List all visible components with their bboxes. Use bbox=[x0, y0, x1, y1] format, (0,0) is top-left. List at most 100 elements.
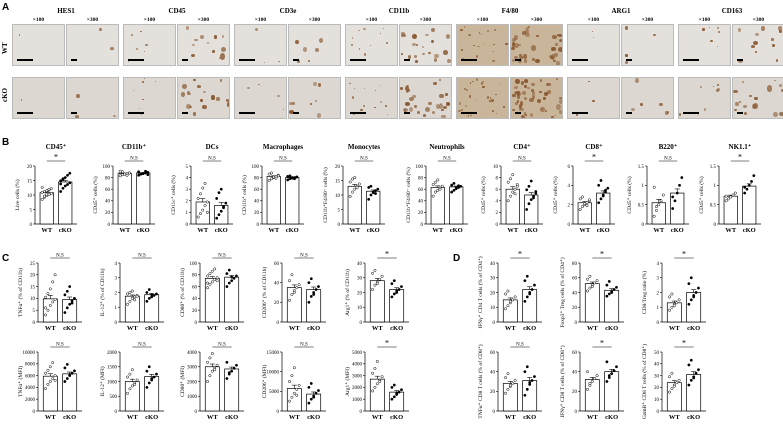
ihc-stain-spot bbox=[318, 83, 322, 88]
y-axis-label: CD45⁺ cells (%) bbox=[698, 176, 705, 213]
y-tick-label: 6 bbox=[568, 165, 571, 170]
bar bbox=[204, 277, 220, 323]
data-point bbox=[652, 214, 656, 218]
ihc-stain-spot bbox=[358, 48, 360, 50]
ihc-stain-spot bbox=[555, 78, 558, 80]
ihc-image-tile bbox=[732, 24, 783, 66]
y-tick-label: 80 bbox=[572, 262, 578, 267]
ihc-stain-spot bbox=[710, 40, 713, 43]
ihc-stain-spot bbox=[186, 26, 189, 30]
ihc-stain-spot bbox=[193, 38, 198, 42]
bar bbox=[584, 379, 600, 412]
data-point bbox=[597, 183, 601, 187]
y-tick-label: 10 bbox=[335, 194, 341, 199]
ihc-stain-spot bbox=[519, 56, 523, 59]
panel-label-c: C bbox=[2, 253, 10, 264]
ihc-stain-spot bbox=[130, 33, 133, 36]
ihc-stain-spot bbox=[529, 113, 533, 118]
data-point bbox=[312, 293, 316, 296]
y-tick-label: 1 bbox=[714, 184, 717, 189]
scale-bar bbox=[515, 59, 521, 61]
data-point bbox=[155, 292, 158, 296]
data-point bbox=[731, 193, 735, 197]
ihc-stain-spot bbox=[558, 38, 562, 43]
ihc-stain-spot bbox=[432, 111, 436, 115]
data-point bbox=[145, 369, 149, 373]
ihc-stain-spot bbox=[360, 108, 363, 112]
y-tick-label: 10 bbox=[654, 398, 660, 403]
bar bbox=[62, 373, 78, 412]
ihc-stain-spot bbox=[781, 89, 783, 92]
data-point bbox=[504, 391, 507, 395]
ihc-image-tile bbox=[12, 77, 65, 119]
y-tick-label: 0 bbox=[421, 223, 424, 228]
y-tick-label: 4 bbox=[115, 262, 118, 267]
significance-label: N.S bbox=[443, 157, 451, 162]
data-point bbox=[612, 288, 616, 291]
y-tick-label: 20 bbox=[274, 301, 280, 306]
x-tick-label: cKO bbox=[605, 414, 618, 421]
data-point bbox=[199, 212, 202, 216]
data-point bbox=[692, 376, 696, 380]
ihc-stain-spot bbox=[559, 96, 562, 100]
significance-label: N.S bbox=[516, 343, 524, 348]
data-point bbox=[118, 174, 122, 178]
ihc-stain-spot bbox=[546, 82, 551, 86]
data-point bbox=[400, 388, 403, 392]
significance-label: N.S bbox=[56, 343, 64, 348]
ihc-stain-spot bbox=[520, 115, 526, 118]
ihc-stain-spot bbox=[247, 87, 250, 90]
data-point bbox=[290, 374, 294, 378]
ihc-stain-spot bbox=[527, 86, 530, 89]
significance-label: * bbox=[385, 339, 389, 348]
data-point bbox=[513, 379, 517, 382]
ihc-stain-spot bbox=[531, 82, 535, 86]
y-tick-label: 60 bbox=[490, 351, 496, 356]
scale-bar bbox=[515, 112, 521, 114]
x-tick-label: WT bbox=[41, 227, 53, 234]
ihc-stain-spot bbox=[625, 61, 629, 64]
data-point bbox=[390, 295, 394, 299]
ihc-stain-spot bbox=[427, 51, 432, 55]
ihc-stain-spot bbox=[401, 33, 407, 38]
y-tick-label: 4 bbox=[496, 200, 499, 205]
data-point bbox=[593, 281, 597, 285]
scale-bar bbox=[626, 112, 632, 114]
significance-label: N.S bbox=[300, 254, 308, 259]
ihc-stain-spot bbox=[536, 99, 541, 103]
y-tick-label: 20 bbox=[490, 291, 496, 296]
significance-label: * bbox=[738, 153, 742, 162]
data-point bbox=[128, 372, 132, 376]
ihc-stain-spot bbox=[441, 108, 444, 111]
data-point bbox=[290, 395, 294, 399]
ihc-stain-spot bbox=[226, 102, 229, 107]
data-point bbox=[146, 173, 150, 177]
ihc-stain-spot bbox=[773, 79, 776, 82]
ihc-image-tile bbox=[288, 24, 341, 66]
data-point bbox=[675, 301, 679, 305]
data-point bbox=[585, 201, 589, 205]
ihc-stain-spot bbox=[76, 93, 80, 99]
ihc-stain-spot bbox=[539, 79, 543, 82]
data-point bbox=[44, 295, 47, 299]
ihc-stain-spot bbox=[591, 30, 594, 32]
ihc-stain-spot bbox=[318, 37, 323, 43]
y-tick-label: 1 bbox=[115, 306, 118, 311]
ihc-stain-spot bbox=[289, 101, 293, 105]
ihc-stain-spot bbox=[351, 37, 353, 39]
ihc-stain-spot bbox=[489, 96, 491, 99]
ihc-stain-spot bbox=[522, 54, 527, 59]
ihc-stain-spot bbox=[302, 47, 307, 53]
data-point bbox=[607, 279, 611, 283]
data-point bbox=[657, 203, 661, 207]
y-tick-label: 1 bbox=[657, 306, 660, 311]
ihc-stain-spot bbox=[712, 85, 715, 87]
data-point bbox=[130, 296, 134, 300]
data-point bbox=[208, 356, 212, 360]
data-point bbox=[213, 267, 217, 271]
data-point bbox=[40, 186, 44, 189]
data-point bbox=[397, 288, 401, 291]
x-tick-label: WT bbox=[432, 227, 444, 234]
data-point bbox=[292, 291, 296, 294]
data-point bbox=[295, 175, 299, 179]
